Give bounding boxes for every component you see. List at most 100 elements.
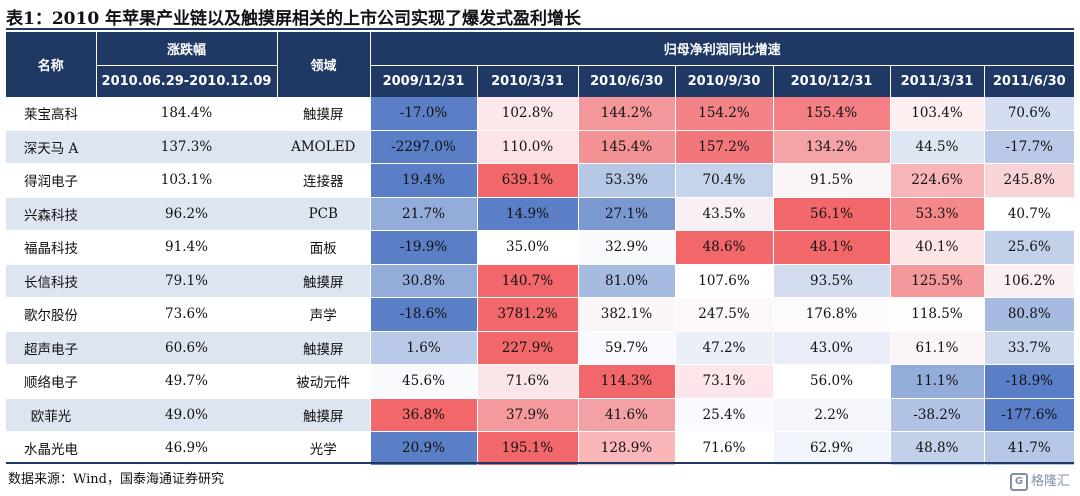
price-change: 49.0% xyxy=(96,398,277,432)
growth-value: 118.5% xyxy=(889,297,984,332)
growth-value: 71.6% xyxy=(674,431,773,466)
watermark-logo: G 格隆汇 xyxy=(1009,470,1070,491)
header-change-period: 2010.06.29-2010.12.09 xyxy=(95,65,277,97)
growth-value: 14.9% xyxy=(476,197,578,231)
company-name: 欧菲光 xyxy=(6,398,96,432)
company-name: 歌尔股份 xyxy=(6,297,96,332)
price-change: 49.7% xyxy=(96,364,277,399)
growth-value: 43.5% xyxy=(674,197,773,231)
table-row: 福晶科技 91.4% 面板 -19.9% 35.0% 32.9% 48.6% 48.1% 40.… xyxy=(6,230,1075,265)
business-field: 触摸屏 xyxy=(277,264,370,298)
growth-value: 11.1% xyxy=(889,364,984,399)
header-period: 2011/3/31 xyxy=(889,65,984,97)
growth-value: 93.5% xyxy=(772,264,890,298)
table-row: 超声电子 60.6% 触摸屏 1.6% 227.9% 59.7% 47.2% 43.0% 61.… xyxy=(6,331,1075,365)
growth-value: 27.1% xyxy=(577,197,675,231)
growth-value: -19.9% xyxy=(369,230,477,265)
business-field: 声学 xyxy=(277,297,370,332)
growth-value: 47.2% xyxy=(674,331,773,365)
growth-value: 144.2% xyxy=(577,97,675,131)
growth-value: -38.2% xyxy=(889,398,984,432)
company-name: 福晶科技 xyxy=(6,230,96,265)
header-period: 2010/12/31 xyxy=(772,65,890,97)
table-row: 深天马 A 137.3% AMOLED -2297.0% 110.0% 145.4% 157… xyxy=(6,130,1075,164)
growth-value: 53.3% xyxy=(577,163,675,198)
data-table: 名称 涨跌幅 领域 归母净利润同比增速 2010.06.29-2010.12.0… xyxy=(6,32,1075,466)
price-change: 103.1% xyxy=(96,163,277,198)
table-row: 得润电子 103.1% 连接器 19.4% 639.1% 53.3% 70.4% 91.5% 2… xyxy=(6,163,1075,198)
growth-value: 382.1% xyxy=(577,297,675,332)
business-field: 被动元件 xyxy=(277,364,370,399)
growth-value: 56.0% xyxy=(772,364,890,399)
growth-value: 37.9% xyxy=(476,398,578,432)
business-field: 光学 xyxy=(277,431,370,466)
growth-value: 43.0% xyxy=(772,331,890,365)
growth-value: 19.4% xyxy=(369,163,477,198)
growth-value: -18.6% xyxy=(369,297,477,332)
growth-value: 70.4% xyxy=(674,163,773,198)
growth-value: 41.6% xyxy=(577,398,675,432)
growth-value: 639.1% xyxy=(476,163,578,198)
table-body: 莱宝高科 184.4% 触摸屏 -17.0% 102.8% 144.2% 154.2% 155… xyxy=(6,97,1075,466)
growth-value: 48.8% xyxy=(889,431,984,466)
top-rule xyxy=(6,28,1074,30)
growth-value: 61.1% xyxy=(889,331,984,365)
growth-value: 33.7% xyxy=(983,331,1075,365)
growth-value: 71.6% xyxy=(476,364,578,399)
price-change: 46.9% xyxy=(96,431,277,466)
company-name: 顺络电子 xyxy=(6,364,96,399)
header-change: 涨跌幅 xyxy=(95,32,277,66)
header-period: 2011/6/30 xyxy=(983,65,1075,97)
growth-value: -177.6% xyxy=(983,398,1075,432)
table-row: 莱宝高科 184.4% 触摸屏 -17.0% 102.8% 144.2% 154.2% 155… xyxy=(6,97,1075,131)
growth-value: 245.8% xyxy=(983,163,1075,198)
growth-value: 125.5% xyxy=(889,264,984,298)
table-row: 歌尔股份 73.6% 声学 -18.6% 3781.2% 382.1% 247.5% 176.… xyxy=(6,297,1075,332)
growth-value: 32.9% xyxy=(577,230,675,265)
price-change: 79.1% xyxy=(96,264,277,298)
growth-value: 73.1% xyxy=(674,364,773,399)
price-change: 96.2% xyxy=(96,197,277,231)
growth-value: 110.0% xyxy=(476,130,578,164)
growth-value: 227.9% xyxy=(476,331,578,365)
growth-value: 80.8% xyxy=(983,297,1075,332)
company-name: 水晶光电 xyxy=(6,431,96,466)
bottom-rule xyxy=(6,462,1074,464)
growth-value: 224.6% xyxy=(889,163,984,198)
growth-value: 176.8% xyxy=(772,297,890,332)
growth-value: 25.6% xyxy=(983,230,1075,265)
company-name: 深天马 A xyxy=(6,130,96,164)
growth-value: -17.0% xyxy=(369,97,477,131)
header-period: 2009/12/31 xyxy=(369,65,477,97)
growth-value: 106.2% xyxy=(983,264,1075,298)
business-field: 触摸屏 xyxy=(277,97,370,131)
growth-value: 20.9% xyxy=(369,431,477,466)
company-name: 长信科技 xyxy=(6,264,96,298)
growth-value: 91.5% xyxy=(772,163,890,198)
business-field: 连接器 xyxy=(277,163,370,198)
table-row: 长信科技 79.1% 触摸屏 30.8% 140.7% 81.0% 107.6% 93.5% 1… xyxy=(6,264,1075,298)
growth-value: 157.2% xyxy=(674,130,773,164)
growth-value: 155.4% xyxy=(772,97,890,131)
growth-value: 45.6% xyxy=(369,364,477,399)
table-row: 欧菲光 49.0% 触摸屏 36.8% 37.9% 41.6% 25.4% 2.2% -38.2… xyxy=(6,398,1075,432)
growth-value: 195.1% xyxy=(476,431,578,466)
growth-value: 2.2% xyxy=(772,398,890,432)
growth-value: 154.2% xyxy=(674,97,773,131)
growth-value: 128.9% xyxy=(577,431,675,466)
growth-value: 59.7% xyxy=(577,331,675,365)
table-title: 表1：2010 年苹果产业链以及触摸屏相关的上市公司实现了爆发式盈利增长 xyxy=(6,9,582,29)
growth-value: 30.8% xyxy=(369,264,477,298)
business-field: 触摸屏 xyxy=(277,398,370,432)
table-row: 顺络电子 49.7% 被动元件 45.6% 71.6% 114.3% 73.1% 56.0% 1… xyxy=(6,364,1075,399)
growth-value: 53.3% xyxy=(889,197,984,231)
header-field: 领域 xyxy=(276,32,370,97)
table-row: 水晶光电 46.9% 光学 20.9% 195.1% 128.9% 71.6% 62.9% 48… xyxy=(6,431,1075,466)
growth-value: 48.1% xyxy=(772,230,890,265)
company-name: 兴森科技 xyxy=(6,197,96,231)
growth-value: 36.8% xyxy=(369,398,477,432)
price-change: 91.4% xyxy=(96,230,277,265)
business-field: PCB xyxy=(277,197,370,231)
growth-value: 62.9% xyxy=(772,431,890,466)
source-note: 数据来源：Wind，国泰海通证券研究 xyxy=(8,472,224,487)
